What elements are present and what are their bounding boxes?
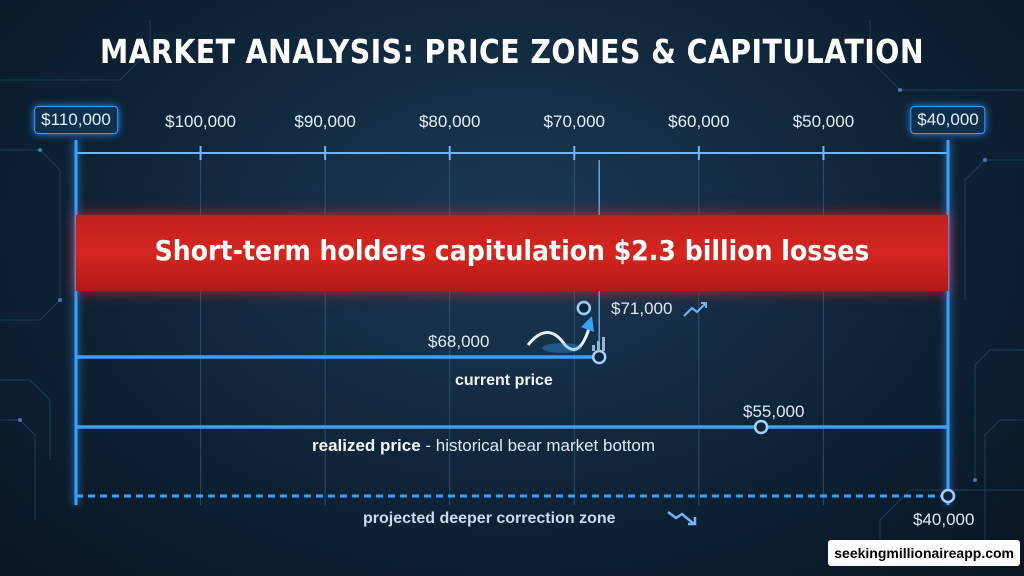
- current-price-marker: [591, 349, 607, 365]
- capitulation-band-text: Short-term holders capitulation $2.3 bil…: [154, 234, 870, 267]
- axis-tick-label: $90,000: [294, 112, 356, 131]
- axis-tick-label: $40,000: [910, 106, 986, 134]
- axis-tick-label: $110,000: [34, 106, 118, 134]
- axis-tick-label: $80,000: [418, 112, 481, 131]
- target-price-value: $71,000: [611, 299, 673, 318]
- target-price-marker: [576, 300, 592, 316]
- trend-up-icon: [683, 302, 707, 317]
- axis-tick-label: $50,000: [792, 112, 855, 131]
- page-title: MARKET ANALYSIS: PRICE ZONES & CAPITULAT…: [99, 32, 925, 71]
- bar-signal-icon: [592, 337, 605, 351]
- current-price-value: $68,000: [428, 332, 490, 351]
- axis-tick-label: $100,000: [165, 112, 237, 131]
- projected-zone-marker: [940, 488, 956, 504]
- realized-price-caption: realized price - historical bear market …: [312, 436, 655, 455]
- capitulation-band: [76, 215, 948, 291]
- projected-zone-caption: projected deeper correction zone: [363, 510, 616, 527]
- projected-zone-value: $40,000: [913, 510, 975, 529]
- axis-tick-label: $60,000: [668, 112, 730, 131]
- trend-down-icon: [667, 511, 697, 526]
- axis-tick-label: $70,000: [543, 112, 606, 131]
- curved-arrow-icon: [526, 316, 594, 353]
- current-price-caption: current price: [455, 372, 553, 389]
- realized-price-value: $55,000: [743, 402, 805, 421]
- realized-price-marker: [753, 419, 769, 435]
- watermark: seekingmillionaireapp.com: [828, 540, 1020, 566]
